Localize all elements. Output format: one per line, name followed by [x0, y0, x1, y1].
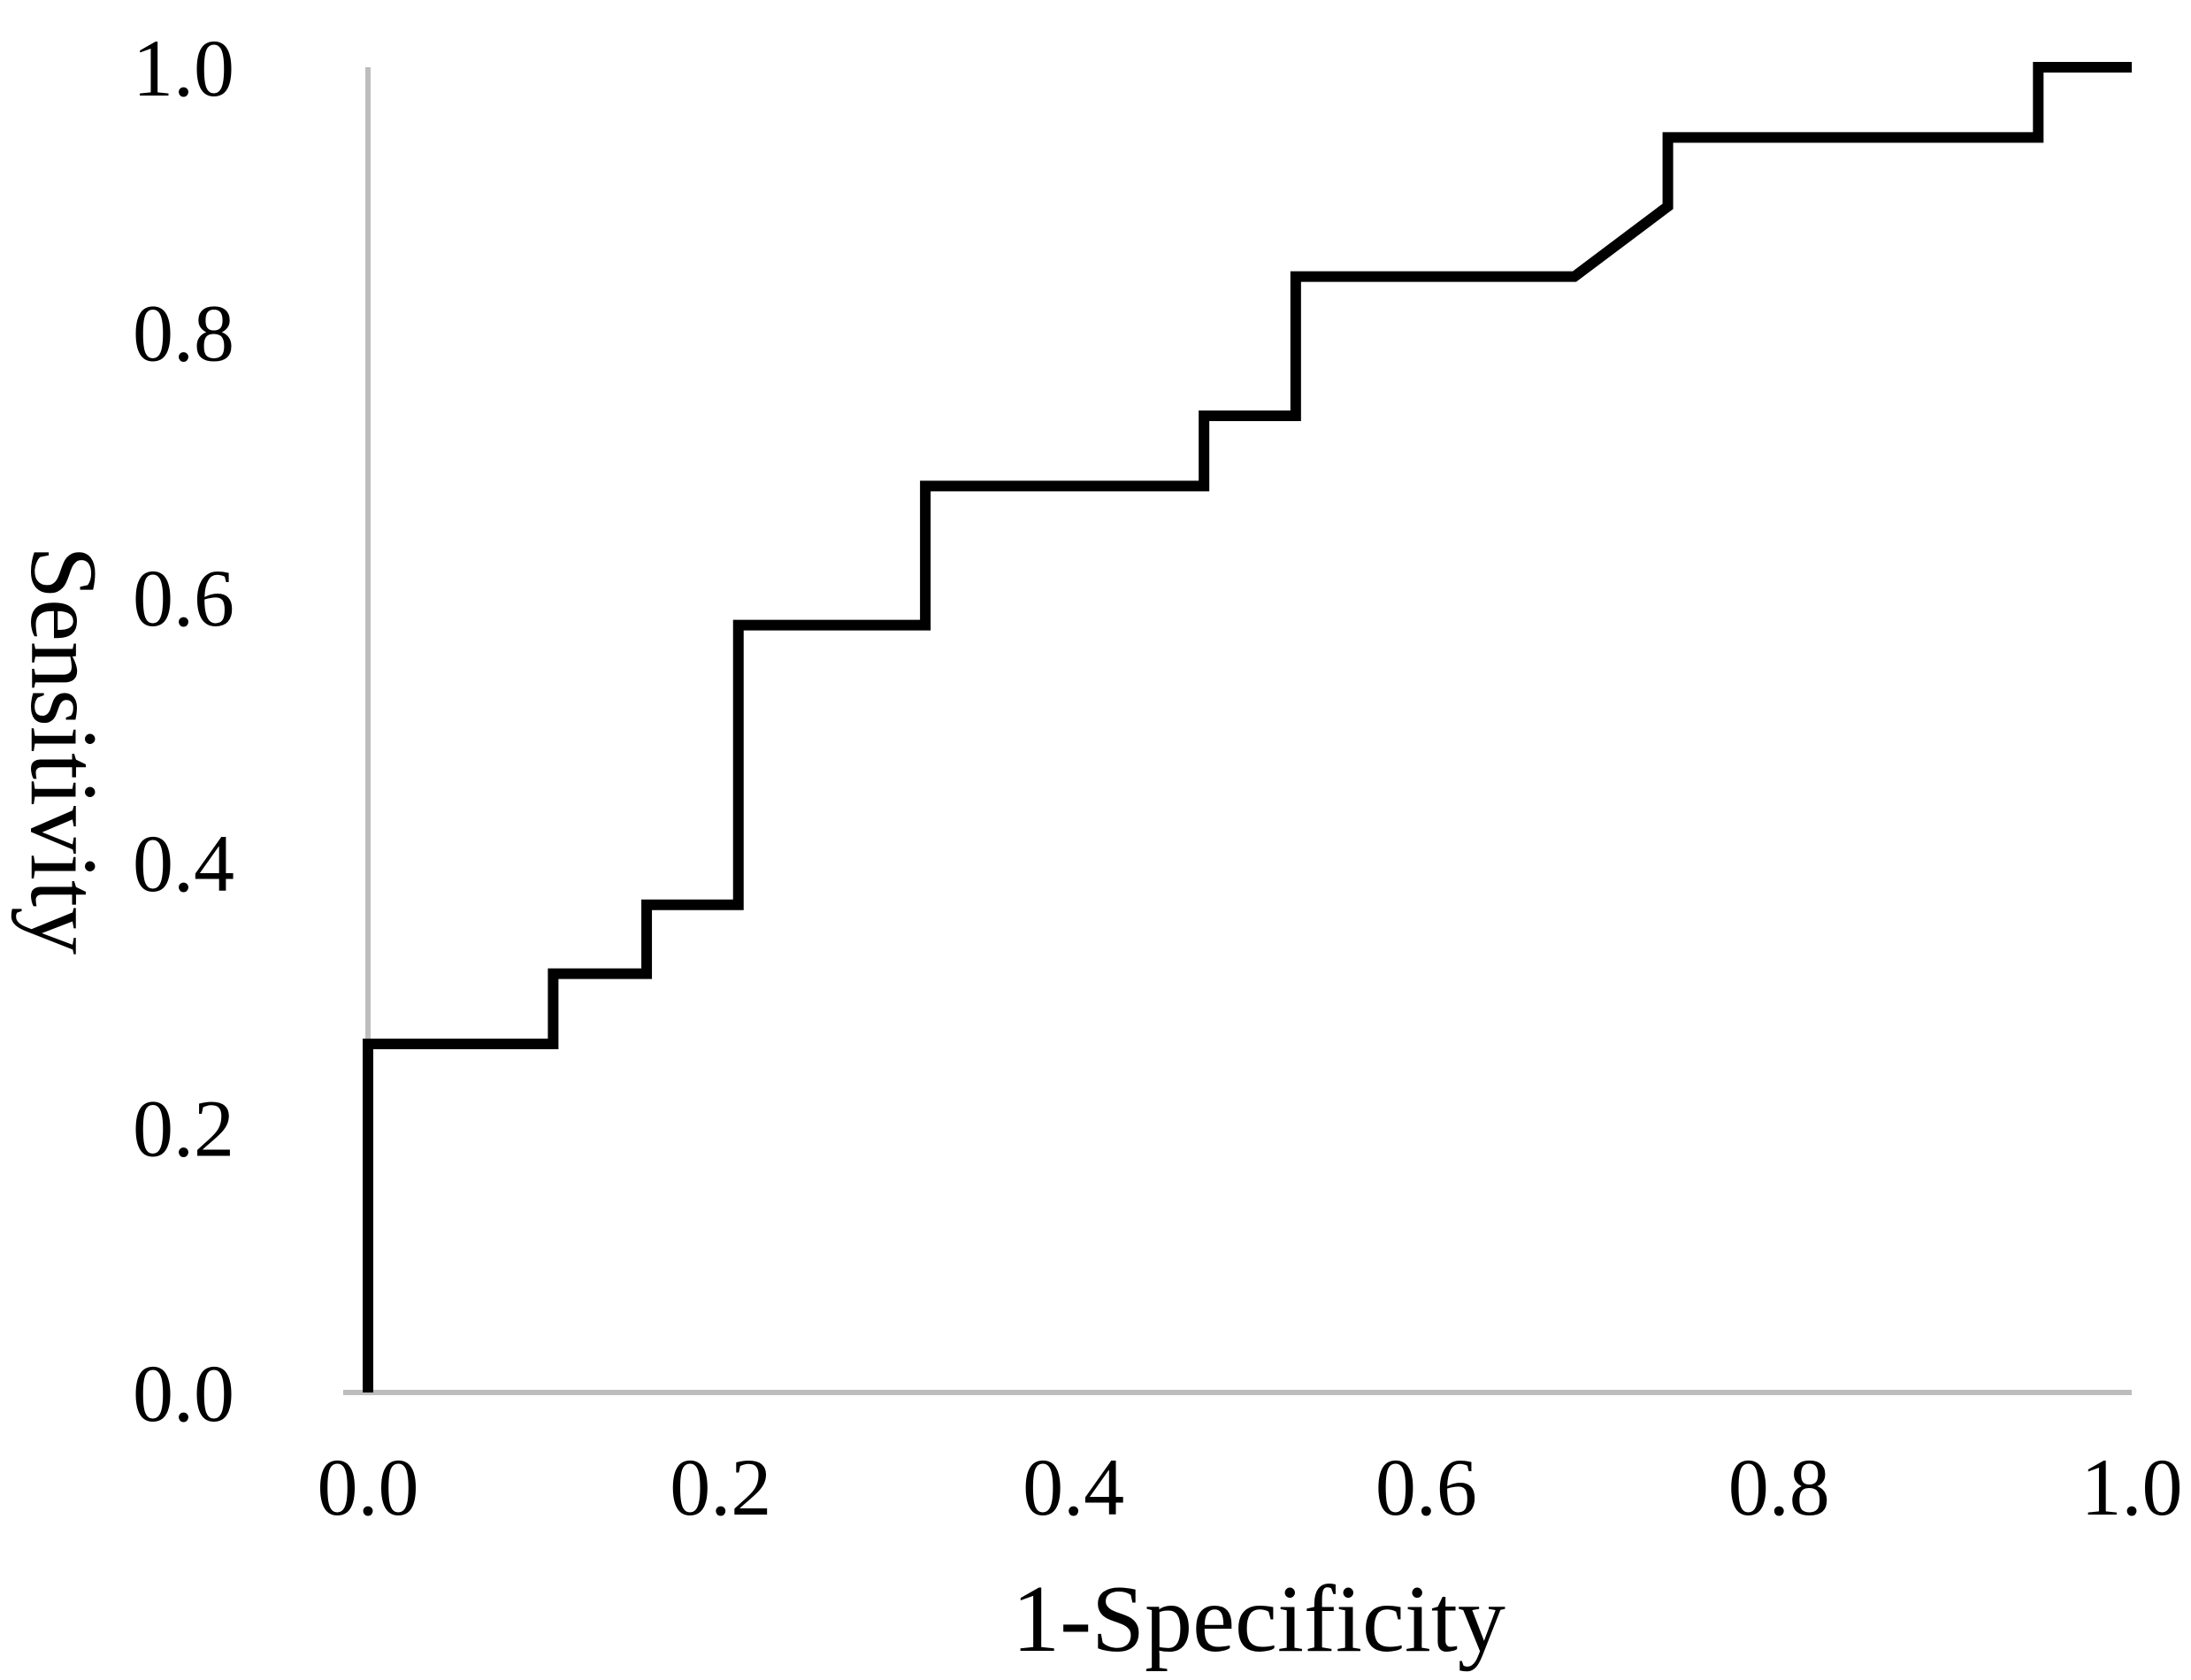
- y-tick-label: 1.0: [133, 23, 234, 113]
- roc-curve-line: [363, 62, 2132, 1392]
- y-tick-label: 0.2: [133, 1083, 234, 1173]
- x-axis-title: 1-Specificity: [1012, 1567, 1505, 1672]
- y-tick-label: 0.6: [133, 553, 234, 643]
- y-tick-label: 0.4: [133, 818, 234, 909]
- axes: [343, 67, 2132, 1395]
- y-tick-labels: 0.0 0.2 0.4 0.6 0.8 1.0: [133, 23, 234, 1438]
- x-tick-label: 0.8: [1728, 1442, 1830, 1532]
- x-tick-label: 0.4: [1023, 1442, 1124, 1532]
- y-tick-label: 0.8: [133, 288, 234, 379]
- y-axis-title: Sensitivity: [11, 546, 116, 955]
- y-tick-label: 0.0: [133, 1348, 234, 1438]
- x-tick-label: 0.0: [318, 1442, 419, 1532]
- series-group: [363, 62, 2132, 1392]
- x-tick-label: 1.0: [2081, 1442, 2183, 1532]
- x-tick-label: 0.2: [670, 1442, 771, 1532]
- x-tick-labels: 0.0 0.2 0.4 0.6 0.8 1.0: [318, 1442, 2183, 1532]
- x-tick-label: 0.6: [1375, 1442, 1477, 1532]
